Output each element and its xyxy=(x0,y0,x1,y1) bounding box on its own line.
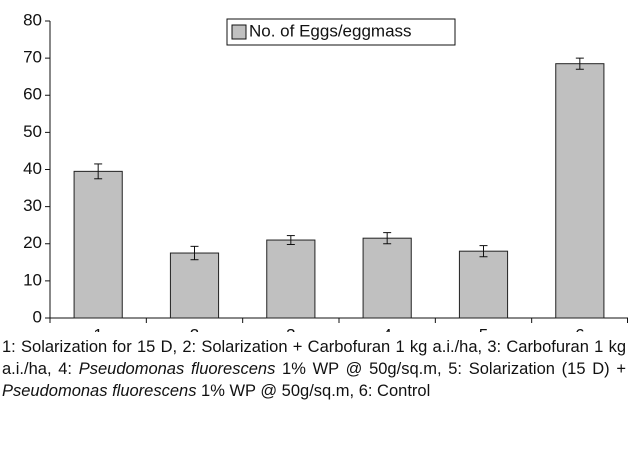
y-tick-label: 80 xyxy=(23,10,42,29)
error-bar xyxy=(575,57,584,70)
error-bar xyxy=(383,232,392,245)
y-tick-label: 20 xyxy=(23,233,42,252)
error-bar xyxy=(479,245,488,258)
y-tick-label: 0 xyxy=(33,307,42,326)
bar xyxy=(73,170,123,319)
y-tick-label: 10 xyxy=(23,270,42,289)
caption-part: Pseudomonas fluorescens xyxy=(2,382,197,400)
y-tick-label: 40 xyxy=(23,159,42,178)
x-tick-label: 2 xyxy=(190,325,199,332)
x-tick-label: 4 xyxy=(382,325,391,332)
x-tick-label: 6 xyxy=(575,325,584,332)
y-tick-label: 50 xyxy=(23,122,42,141)
caption-part: Pseudomonas fluorescens xyxy=(78,360,276,378)
bar xyxy=(169,252,220,319)
x-tick-label: 3 xyxy=(286,325,295,332)
error-bar xyxy=(286,235,295,245)
caption-part: 1% WP @ 50g/sq.m, 5: Solarization (15 D)… xyxy=(275,360,626,378)
legend-swatch xyxy=(231,24,247,40)
chart: 0 10 20 30 40 50 60 70 80 1 2 3 4 5 6 No. of Eggs/eggma… xyxy=(23,10,628,332)
bar xyxy=(266,239,316,319)
error-bar xyxy=(94,163,103,180)
y-tick-label: 70 xyxy=(23,48,42,67)
error-bar xyxy=(190,245,199,261)
x-tick-label: 5 xyxy=(479,325,488,332)
bar xyxy=(555,63,605,319)
caption-part: 1: Solarization for 15 D, 2: Solarizatio… xyxy=(2,338,626,378)
y-tick-label: 30 xyxy=(23,196,42,215)
y-tick-label: 60 xyxy=(23,85,42,104)
bar xyxy=(458,250,509,319)
caption-part: 1% WP @ 50g/sq.m, 6: Control xyxy=(196,382,431,400)
legend-box xyxy=(226,18,456,46)
bar xyxy=(362,237,412,319)
x-tick-label: 1 xyxy=(93,325,102,332)
caption: 1: Solarization for 15 D, 2: Solarizatio… xyxy=(2,336,626,402)
legend-label: No. of Eggs/eggmass xyxy=(249,21,412,40)
